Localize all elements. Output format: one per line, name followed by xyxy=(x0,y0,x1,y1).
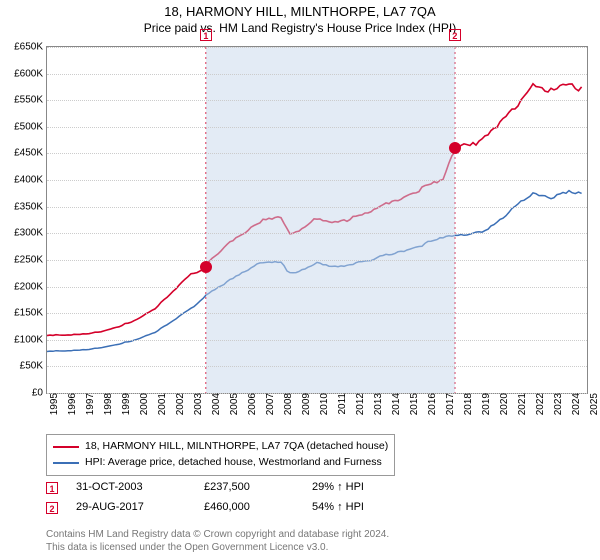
y-axis-label: £550K xyxy=(14,95,47,106)
y-axis-label: £100K xyxy=(14,334,47,345)
x-axis-label: 2005 xyxy=(227,393,240,415)
x-axis-label: 2006 xyxy=(245,393,258,415)
y-axis-label: £150K xyxy=(14,308,47,319)
x-axis-label: 2002 xyxy=(173,393,186,415)
gridline xyxy=(47,47,587,48)
y-axis-label: £200K xyxy=(14,281,47,292)
x-axis-label: 2024 xyxy=(569,393,582,415)
gridline xyxy=(47,180,587,181)
x-axis-label: 2016 xyxy=(425,393,438,415)
sale-date: 31-OCT-2003 xyxy=(76,478,186,498)
y-axis-label: £50K xyxy=(20,361,47,372)
x-axis-label: 2018 xyxy=(461,393,474,415)
x-axis-label: 2020 xyxy=(497,393,510,415)
gridline xyxy=(47,100,587,101)
y-axis-label: £0 xyxy=(32,388,47,399)
footnote: Contains HM Land Registry data © Crown c… xyxy=(46,528,389,554)
legend: 18, HARMONY HILL, MILNTHORPE, LA7 7QA (d… xyxy=(46,434,395,476)
y-axis-label: £250K xyxy=(14,254,47,265)
y-axis-label: £600K xyxy=(14,68,47,79)
x-axis-label: 2011 xyxy=(335,393,348,415)
sale-point-1 xyxy=(200,261,212,273)
x-axis-label: 2003 xyxy=(191,393,204,415)
legend-row: 18, HARMONY HILL, MILNTHORPE, LA7 7QA (d… xyxy=(53,439,388,455)
x-axis-label: 2010 xyxy=(317,393,330,415)
legend-swatch xyxy=(53,446,79,448)
gridline xyxy=(47,127,587,128)
x-axis-label: 2013 xyxy=(371,393,384,415)
x-axis-label: 1998 xyxy=(101,393,114,415)
x-axis-label: 2017 xyxy=(443,393,456,415)
legend-label: HPI: Average price, detached house, West… xyxy=(85,455,382,471)
gridline xyxy=(47,366,587,367)
legend-label: 18, HARMONY HILL, MILNTHORPE, LA7 7QA (d… xyxy=(85,439,388,455)
x-axis-label: 2023 xyxy=(551,393,564,415)
x-axis-label: 2015 xyxy=(407,393,420,415)
sales-marker-2: 2 xyxy=(46,502,58,514)
sale-price: £460,000 xyxy=(204,498,294,518)
marker-box-2: 2 xyxy=(449,29,461,41)
sales-row: 1 31-OCT-2003 £237,500 29% ↑ HPI xyxy=(46,478,364,498)
footnote-line: Contains HM Land Registry data © Crown c… xyxy=(46,528,389,541)
x-axis-label: 1996 xyxy=(65,393,78,415)
y-axis-label: £500K xyxy=(14,121,47,132)
legend-swatch xyxy=(53,462,79,464)
sale-delta: 54% ↑ HPI xyxy=(312,498,364,518)
sale-price: £237,500 xyxy=(204,478,294,498)
gridline xyxy=(47,313,587,314)
x-axis-label: 2008 xyxy=(281,393,294,415)
price-vs-hpi-chart: 18, HARMONY HILL, MILNTHORPE, LA7 7QA Pr… xyxy=(0,0,600,560)
gridline xyxy=(47,340,587,341)
y-axis-label: £650K xyxy=(14,42,47,53)
x-axis-label: 2009 xyxy=(299,393,312,415)
shaded-band xyxy=(206,47,455,393)
marker-box-1: 1 xyxy=(200,29,212,41)
gridline xyxy=(47,74,587,75)
x-axis-label: 2022 xyxy=(533,393,546,415)
x-axis-label: 1995 xyxy=(47,393,60,415)
sales-marker-1: 1 xyxy=(46,482,58,494)
sales-row: 2 29-AUG-2017 £460,000 54% ↑ HPI xyxy=(46,498,364,518)
x-axis-label: 1997 xyxy=(83,393,96,415)
x-axis-label: 1999 xyxy=(119,393,132,415)
x-axis-label: 2025 xyxy=(587,393,600,415)
x-axis-label: 2012 xyxy=(353,393,366,415)
x-axis-label: 2000 xyxy=(137,393,150,415)
x-axis-label: 2019 xyxy=(479,393,492,415)
legend-row: HPI: Average price, detached house, West… xyxy=(53,455,388,471)
y-axis-label: £300K xyxy=(14,228,47,239)
plot-area: £0£50K£100K£150K£200K£250K£300K£350K£400… xyxy=(46,46,588,394)
x-axis-label: 2014 xyxy=(389,393,402,415)
sale-date: 29-AUG-2017 xyxy=(76,498,186,518)
gridline xyxy=(47,287,587,288)
chart-title: 18, HARMONY HILL, MILNTHORPE, LA7 7QA xyxy=(0,0,600,21)
sale-delta: 29% ↑ HPI xyxy=(312,478,364,498)
y-axis-label: £400K xyxy=(14,175,47,186)
y-axis-label: £350K xyxy=(14,201,47,212)
x-axis-label: 2004 xyxy=(209,393,222,415)
gridline xyxy=(47,260,587,261)
gridline xyxy=(47,153,587,154)
x-axis-label: 2021 xyxy=(515,393,528,415)
sale-point-2 xyxy=(449,142,461,154)
x-axis-label: 2007 xyxy=(263,393,276,415)
gridline xyxy=(47,233,587,234)
x-axis-label: 2001 xyxy=(155,393,168,415)
gridline xyxy=(47,207,587,208)
sales-table: 1 31-OCT-2003 £237,500 29% ↑ HPI 2 29-AUG-201… xyxy=(46,478,364,518)
footnote-line: This data is licensed under the Open Gov… xyxy=(46,541,389,554)
chart-subtitle: Price paid vs. HM Land Registry's House … xyxy=(0,21,600,37)
y-axis-label: £450K xyxy=(14,148,47,159)
